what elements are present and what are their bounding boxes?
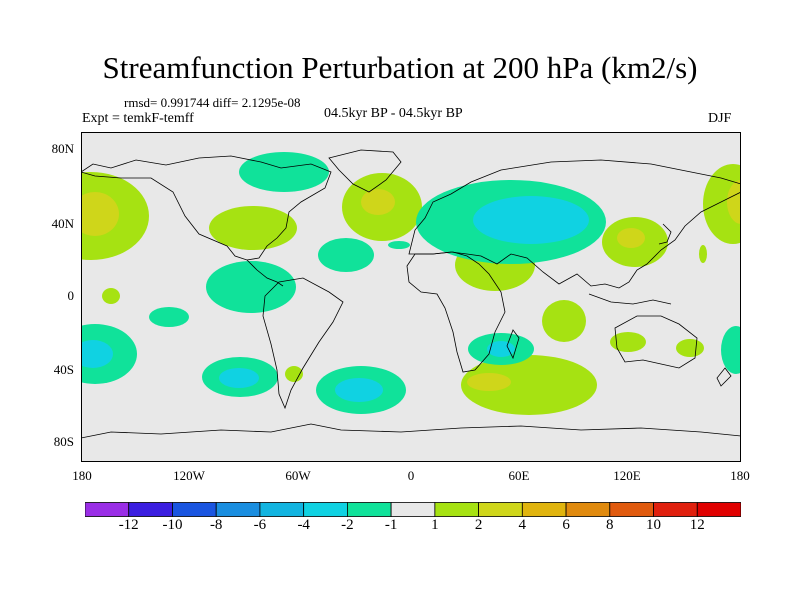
anomaly-pos-south-indian-core xyxy=(467,373,511,391)
x-label-120w: 120W xyxy=(173,468,205,483)
anomaly-pos-samoa xyxy=(699,245,707,263)
colorbar-label: -2 xyxy=(341,517,354,533)
anomaly-pos-pacific-small xyxy=(102,288,120,304)
anomaly-neg-se-pacific-core xyxy=(219,368,259,388)
coastlines xyxy=(81,149,741,439)
experiment-label: Expt = temkF-temff xyxy=(82,111,194,126)
colorbar-label: 10 xyxy=(646,517,661,533)
colorbar-box xyxy=(434,502,479,517)
anomaly-neg-subtropical-pacific xyxy=(206,261,296,313)
colorbar-box xyxy=(303,502,348,517)
coast-central-america xyxy=(246,259,284,287)
anomaly-neg-south-pacific-east xyxy=(721,326,741,374)
colorbar-label: 6 xyxy=(562,517,570,533)
anomaly-neg-eurasia-core xyxy=(473,196,589,244)
coast-greenland xyxy=(328,149,402,193)
colorbar-label: -12 xyxy=(118,517,139,533)
anomaly-pos-ne-pacific-core xyxy=(727,180,741,224)
colorbar-box xyxy=(696,502,741,517)
colorbar-label: 1 xyxy=(431,517,439,533)
colorbar-box xyxy=(346,502,392,517)
colorbar-label: 2 xyxy=(474,517,483,533)
period-label: 04.5kyr BP - 04.5kyr BP xyxy=(324,106,463,121)
anomaly-neg-atlantic-subtrop xyxy=(318,238,374,272)
anomaly-pos-nw-pacific-core xyxy=(81,192,119,236)
anomaly-pos-atlantic-north-core xyxy=(361,189,395,215)
colorbar-boxes xyxy=(85,502,741,517)
x-label-60e: 60E xyxy=(508,468,530,483)
anomaly-neg-atlantic-small xyxy=(388,241,410,249)
map-background xyxy=(81,132,741,462)
x-label-180w: 180 xyxy=(72,468,92,483)
colorbar-label: -8 xyxy=(209,517,223,533)
colorbar-box xyxy=(609,502,654,517)
colorbar-label: 12 xyxy=(689,517,705,533)
world-map xyxy=(81,132,741,462)
season-label: DJF xyxy=(708,111,732,126)
colorbar-label: -1 xyxy=(384,517,398,533)
x-label-180e: 180 xyxy=(730,468,750,483)
coast-new-zealand xyxy=(716,367,732,387)
colorbar-label: -10 xyxy=(162,517,183,533)
colorbar-box xyxy=(259,502,305,517)
anomaly-neg-east-pacific xyxy=(149,307,189,327)
anomaly-pos-south-indian xyxy=(461,355,597,415)
map-title: Streamfunction Perturbation at 200 hPa (… xyxy=(102,50,698,85)
y-label-40n: 40N xyxy=(51,216,74,231)
anomaly-pos-east-asia-core xyxy=(617,228,645,248)
map-frame xyxy=(81,132,741,462)
colorbar-label: 8 xyxy=(606,517,614,533)
contour-fills xyxy=(81,152,741,415)
anomaly-neg-sw-pacific-core xyxy=(81,340,113,368)
colorbar xyxy=(85,502,741,517)
x-label-60w: 60W xyxy=(285,468,311,483)
colorbar-box xyxy=(521,502,567,517)
coast-south-america xyxy=(262,277,344,410)
x-label-0: 0 xyxy=(407,468,415,483)
colorbar-label: -4 xyxy=(297,517,310,533)
coast-antarctica xyxy=(81,423,741,439)
colorbar-box xyxy=(653,502,698,517)
anomaly-pos-north-america xyxy=(209,206,297,250)
colorbar-label: -6 xyxy=(253,517,267,533)
anomaly-pos-south-america xyxy=(285,366,303,382)
coast-indonesia xyxy=(588,293,672,305)
colorbar-box xyxy=(478,502,523,517)
stats-text: rmsd= 0.991744 diff= 2.1295e-08 xyxy=(124,95,301,110)
colorbar-box xyxy=(85,502,130,517)
coast-north-america xyxy=(81,155,332,261)
anomaly-neg-canada xyxy=(239,152,329,192)
anomaly-neg-southern-africa-core xyxy=(487,341,515,357)
anomaly-pos-indian-ocean xyxy=(542,300,586,342)
anomaly-pos-australia-east xyxy=(676,339,704,357)
coast-africa xyxy=(406,251,506,373)
colorbar-box xyxy=(565,502,611,517)
y-label-80s: 80S xyxy=(53,434,74,449)
x-label-120e: 120E xyxy=(613,468,641,483)
coast-japan xyxy=(658,223,672,245)
anomaly-neg-south-atlantic-core xyxy=(335,378,383,402)
coast-europe-asia xyxy=(408,159,741,289)
colorbar-box xyxy=(172,502,217,517)
colorbar-box xyxy=(128,502,173,517)
colorbar-box xyxy=(390,502,436,517)
anomaly-pos-ne-pacific xyxy=(703,164,741,244)
colorbar-label: 4 xyxy=(518,517,527,533)
coast-australia xyxy=(614,315,698,369)
anomaly-pos-west-australia xyxy=(610,332,646,352)
y-label-40s: 40S xyxy=(53,362,74,377)
coast-madagascar xyxy=(506,329,520,360)
colorbar-box xyxy=(215,502,261,517)
y-label-eq: 0 xyxy=(67,288,75,303)
y-label-80n: 80N xyxy=(51,141,74,156)
